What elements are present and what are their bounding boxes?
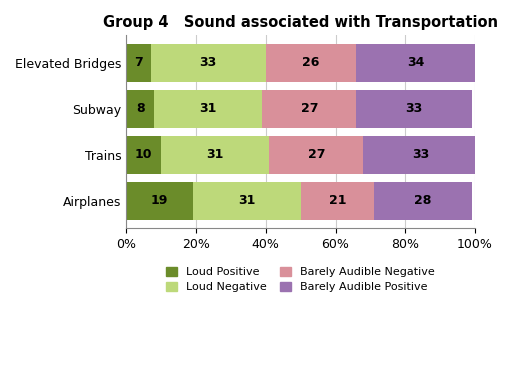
Bar [126,90,154,128]
Bar [161,136,269,174]
Bar [193,182,301,220]
Bar [126,44,151,82]
Text: 31: 31 [206,148,224,161]
Text: 21: 21 [329,194,346,207]
Text: 31: 31 [200,102,217,115]
Bar [269,136,363,174]
Text: 31: 31 [238,194,255,207]
Text: 8: 8 [136,102,144,115]
Text: 33: 33 [200,56,217,69]
Legend: Loud Positive, Loud Negative, Barely Audible Negative, Barely Audible Positive: Loud Positive, Loud Negative, Barely Aud… [166,267,435,292]
Bar [301,182,374,220]
Bar [357,90,471,128]
Bar [266,44,357,82]
Bar [363,136,479,174]
Text: 27: 27 [301,102,318,115]
Bar [374,182,471,220]
Bar [151,44,266,82]
Text: 19: 19 [151,194,168,207]
Bar [154,90,262,128]
Bar [357,44,475,82]
Text: 33: 33 [412,148,430,161]
Text: 34: 34 [407,56,425,69]
Text: 26: 26 [302,56,320,69]
Text: 7: 7 [134,56,143,69]
Text: 10: 10 [135,148,152,161]
Bar [126,182,193,220]
Text: 33: 33 [405,102,423,115]
Bar [126,136,161,174]
Text: 27: 27 [308,148,325,161]
Text: 28: 28 [414,194,431,207]
Title: Group 4   Sound associated with Transportation: Group 4 Sound associated with Transporta… [103,15,498,30]
Bar [262,90,357,128]
